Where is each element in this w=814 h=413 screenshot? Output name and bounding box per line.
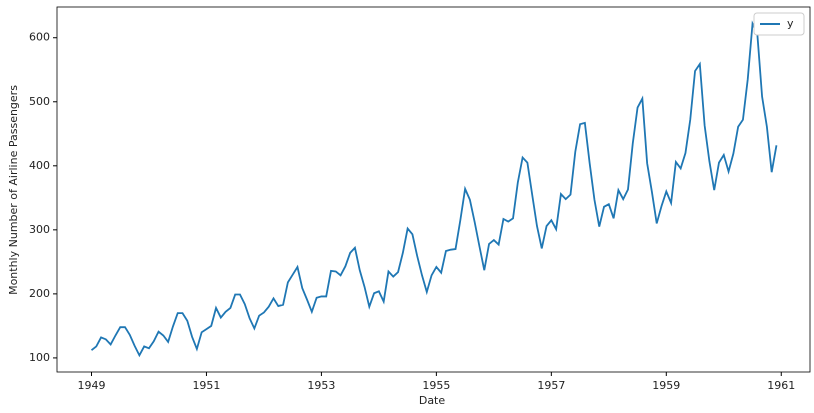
x-tick-label: 1949 [77,379,105,392]
x-tick-label: 1953 [307,379,335,392]
legend: y [753,12,805,36]
x-tick-label: 1959 [652,379,680,392]
y-tick-label: 600 [29,31,50,44]
y-tick-label: 500 [29,95,50,108]
y-tick-label: 200 [29,287,50,300]
plot-frame [56,6,811,373]
y-tick-label: 100 [29,351,50,364]
y-tick-label: 400 [29,159,50,172]
y-tick-label: 300 [29,223,50,236]
x-axis-label: Date [419,394,446,407]
legend-label: y [787,17,794,30]
x-tick-label: 1951 [192,379,220,392]
y-axis-label: Monthly Number of Airline Passengers [7,85,20,295]
line [90,20,778,358]
x-tick-label: 1955 [422,379,450,392]
x-tick-label: 1961 [767,379,795,392]
x-tick-label: 1957 [537,379,565,392]
